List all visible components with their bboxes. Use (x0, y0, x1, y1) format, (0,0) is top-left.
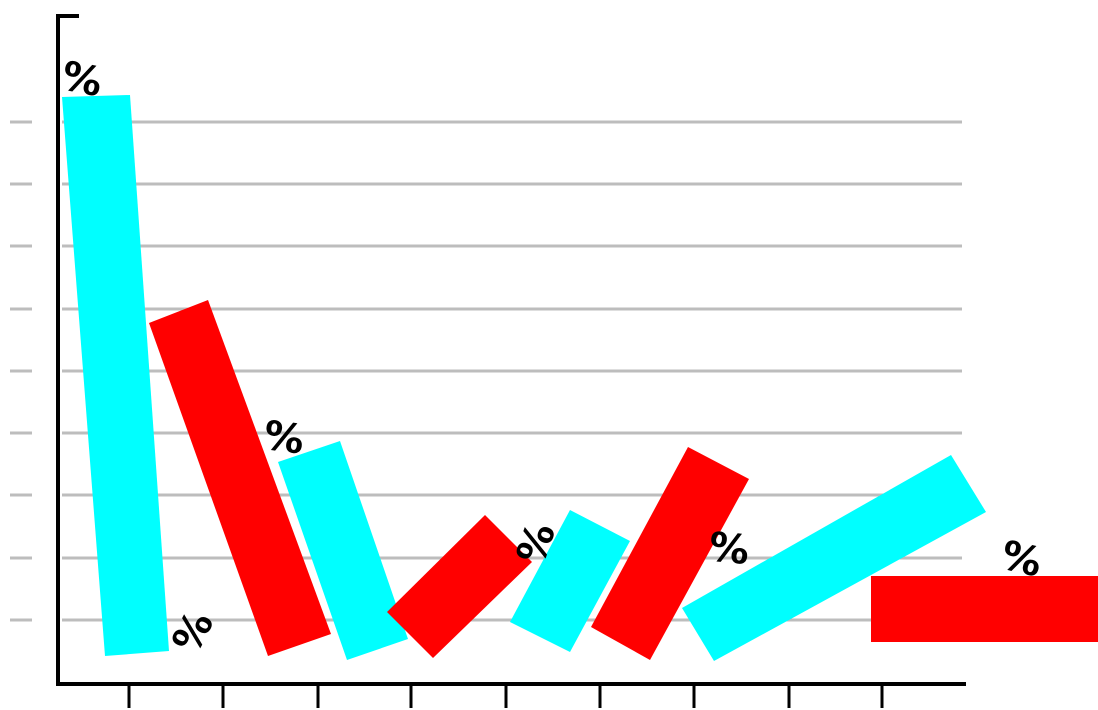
axes (56, 14, 966, 686)
bar-red-2 (387, 515, 532, 658)
bar-cyan-4 (682, 455, 986, 661)
y-ticks (10, 120, 32, 622)
bar-red-3 (591, 447, 749, 660)
percent-label-5: % (707, 524, 752, 574)
bar-cyan-3 (510, 510, 630, 652)
bar-red-4 (871, 576, 1098, 642)
bar-cyan-1 (62, 95, 169, 656)
y-axis (56, 14, 79, 684)
bars (62, 95, 1098, 661)
percent-label-2: % (164, 604, 223, 661)
x-ticks (127, 684, 884, 708)
bar-red-1 (149, 300, 331, 656)
bar-cyan-2 (278, 441, 408, 660)
percent-label-3: % (261, 413, 307, 464)
percent-label-1: % (58, 53, 107, 106)
